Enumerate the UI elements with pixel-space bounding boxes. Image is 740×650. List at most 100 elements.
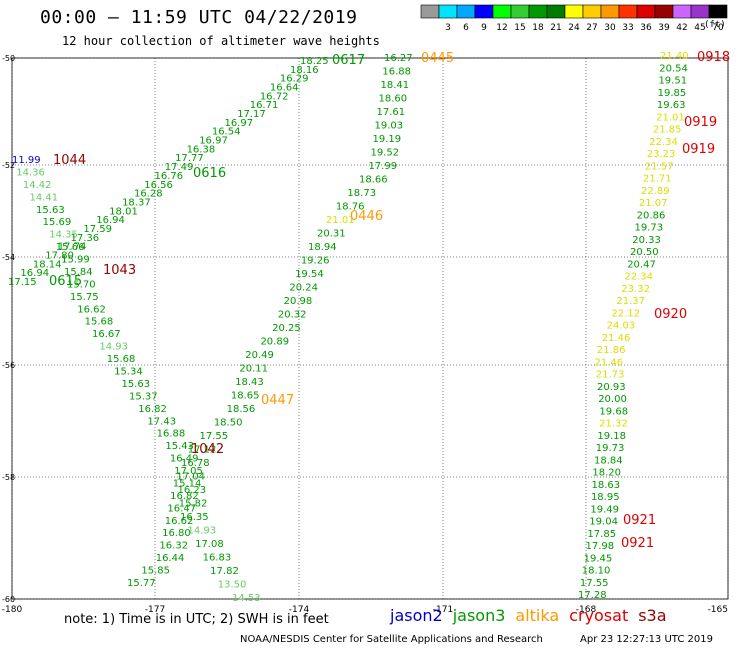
swh-value-label: 18.01 bbox=[109, 206, 138, 217]
swh-value-label: 17.55 bbox=[580, 578, 609, 589]
swh-value-label: 16.64 bbox=[270, 83, 299, 94]
swh-value-label: 16.44 bbox=[156, 553, 185, 564]
swh-value-label: 17.49 bbox=[165, 162, 194, 173]
swh-value-label: 16.80 bbox=[162, 528, 191, 539]
page-subtitle: 12 hour collection of altimeter wave hei… bbox=[62, 34, 380, 48]
swh-value-label: 16.94 bbox=[96, 215, 125, 226]
swh-value-label: 17.55 bbox=[200, 431, 229, 442]
swh-value-label: 16.23 bbox=[178, 485, 207, 496]
swh-value-label: 18.37 bbox=[122, 197, 151, 208]
legend-entry-cryosat: cryosat bbox=[569, 606, 629, 625]
scale-tick-label: 45 bbox=[694, 23, 705, 33]
swh-value-label: 15.68 bbox=[85, 317, 114, 328]
swh-value-label: 21.01 bbox=[656, 112, 685, 123]
scale-swatch bbox=[420, 4, 440, 19]
lat-tick-label: -50 bbox=[2, 54, 15, 63]
satellite-legend: jason2 jason3 altika cryosat s3a bbox=[390, 606, 677, 625]
swh-value-label: 11.99 bbox=[12, 155, 41, 166]
swh-value-label: 17.99 bbox=[368, 161, 397, 172]
swh-value-label: 20.33 bbox=[632, 235, 661, 246]
swh-value-label: 18.63 bbox=[592, 480, 621, 491]
swh-value-label: 18.43 bbox=[235, 377, 264, 388]
swh-value-label: 17.43 bbox=[147, 416, 176, 427]
scale-units-label: (ft) bbox=[704, 20, 726, 30]
swh-value-label: 15.99 bbox=[61, 255, 90, 266]
swh-value-label: 16.94 bbox=[20, 268, 49, 279]
swh-value-label: 17.05 bbox=[174, 466, 203, 477]
swh-value-label: 17.08 bbox=[195, 539, 224, 550]
swh-value-label: 17.74 bbox=[58, 242, 87, 253]
scale-tick-label: 21 bbox=[550, 23, 561, 33]
swh-value-label: 17.77 bbox=[175, 153, 204, 164]
swh-value-label: 21.73 bbox=[596, 370, 625, 381]
swh-value-label: 17.59 bbox=[83, 224, 112, 235]
swh-value-label: 19.03 bbox=[374, 121, 403, 132]
swh-value-label: 21.71 bbox=[643, 174, 672, 185]
swh-value-label: 20.25 bbox=[272, 323, 301, 334]
scale-tick-label: 30 bbox=[604, 23, 616, 33]
swh-value-label: 17.80 bbox=[45, 250, 74, 261]
swh-value-label: 23.23 bbox=[647, 149, 676, 160]
swh-value-label: 16.97 bbox=[199, 136, 228, 147]
swh-value-label: 16.72 bbox=[260, 91, 289, 102]
swh-value-label: 18.76 bbox=[336, 202, 365, 213]
pass-time-label: 1044 bbox=[53, 153, 86, 168]
swh-value-label: 15.37 bbox=[129, 391, 158, 402]
swh-value-label: 17.28 bbox=[578, 590, 607, 601]
swh-value-label: 15.77 bbox=[127, 578, 156, 589]
lon-tick-label: -171 bbox=[433, 605, 453, 615]
swh-value-label: 21.86 bbox=[597, 345, 626, 356]
swh-value-label: 20.47 bbox=[627, 259, 656, 270]
swh-value-label: 17.17 bbox=[237, 109, 266, 120]
legend-entry-jason3: jason3 bbox=[452, 606, 506, 625]
scale-swatch bbox=[474, 4, 494, 19]
swh-value-label: 16.54 bbox=[212, 127, 241, 138]
swh-value-label: 14.53 bbox=[232, 593, 261, 604]
pass-time-label: 0616 bbox=[193, 166, 226, 181]
swh-value-label: 21.46 bbox=[602, 333, 631, 344]
pass-time-label: 0919 bbox=[684, 115, 717, 130]
swh-value-label: 16.27 bbox=[384, 53, 413, 64]
swh-value-label: 18.20 bbox=[592, 468, 621, 479]
scale-swatch bbox=[546, 4, 566, 19]
lon-tick-label: -174 bbox=[289, 605, 310, 615]
swh-value-label: 16.38 bbox=[187, 144, 216, 155]
pass-time-label: 1042 bbox=[191, 442, 224, 457]
swh-value-label: 14.93 bbox=[188, 526, 217, 537]
swh-value-label: 16.47 bbox=[167, 503, 196, 514]
scale-tick-label: 6 bbox=[463, 23, 469, 33]
credit-line: NOAA/NESDIS Center for Satellite Applica… bbox=[240, 634, 543, 645]
swh-value-label: 16.76 bbox=[155, 171, 184, 182]
swh-value-label: 20.50 bbox=[630, 247, 659, 258]
swh-value-label: 15.85 bbox=[141, 566, 170, 577]
scale-tick-label: 36 bbox=[640, 23, 652, 33]
swh-value-label: 22.34 bbox=[649, 137, 678, 148]
swh-value-label: 16.62 bbox=[77, 304, 106, 315]
swh-value-label: 15.75 bbox=[70, 292, 99, 303]
swh-value-label: 18.94 bbox=[308, 242, 337, 253]
swh-value-label: 20.00 bbox=[598, 394, 627, 405]
swh-value-label: 15.63 bbox=[36, 205, 65, 216]
swh-value-label: 19.45 bbox=[584, 553, 613, 564]
swh-value-label: 15.34 bbox=[114, 367, 143, 378]
scale-swatch bbox=[690, 4, 710, 19]
swh-value-label: 21.40 bbox=[660, 51, 689, 62]
lon-tick-label: -165 bbox=[708, 605, 728, 615]
swh-value-label: 16.62 bbox=[165, 516, 194, 527]
scale-swatch bbox=[618, 4, 638, 19]
swh-value-label: 16.49 bbox=[170, 454, 199, 465]
swh-value-label: 23.32 bbox=[621, 284, 650, 295]
scale-tick-label: 9 bbox=[481, 23, 487, 33]
swh-value-label: 18.41 bbox=[381, 80, 410, 91]
swh-value-label: 21.85 bbox=[653, 125, 682, 136]
swh-value-label: 19.85 bbox=[658, 88, 687, 99]
swh-value-label: 15.43 bbox=[165, 441, 194, 452]
lon-tick-label: -177 bbox=[145, 605, 165, 615]
swh-value-label: 18.25 bbox=[300, 56, 329, 67]
swh-value-label: 20.86 bbox=[637, 210, 666, 221]
swh-value-label: 21.57 bbox=[645, 161, 674, 172]
swh-value-label: 15.70 bbox=[67, 279, 96, 290]
swh-value-label: 20.54 bbox=[659, 63, 688, 74]
pass-time-label: 0919 bbox=[682, 142, 715, 157]
swh-value-label: 20.98 bbox=[284, 296, 313, 307]
